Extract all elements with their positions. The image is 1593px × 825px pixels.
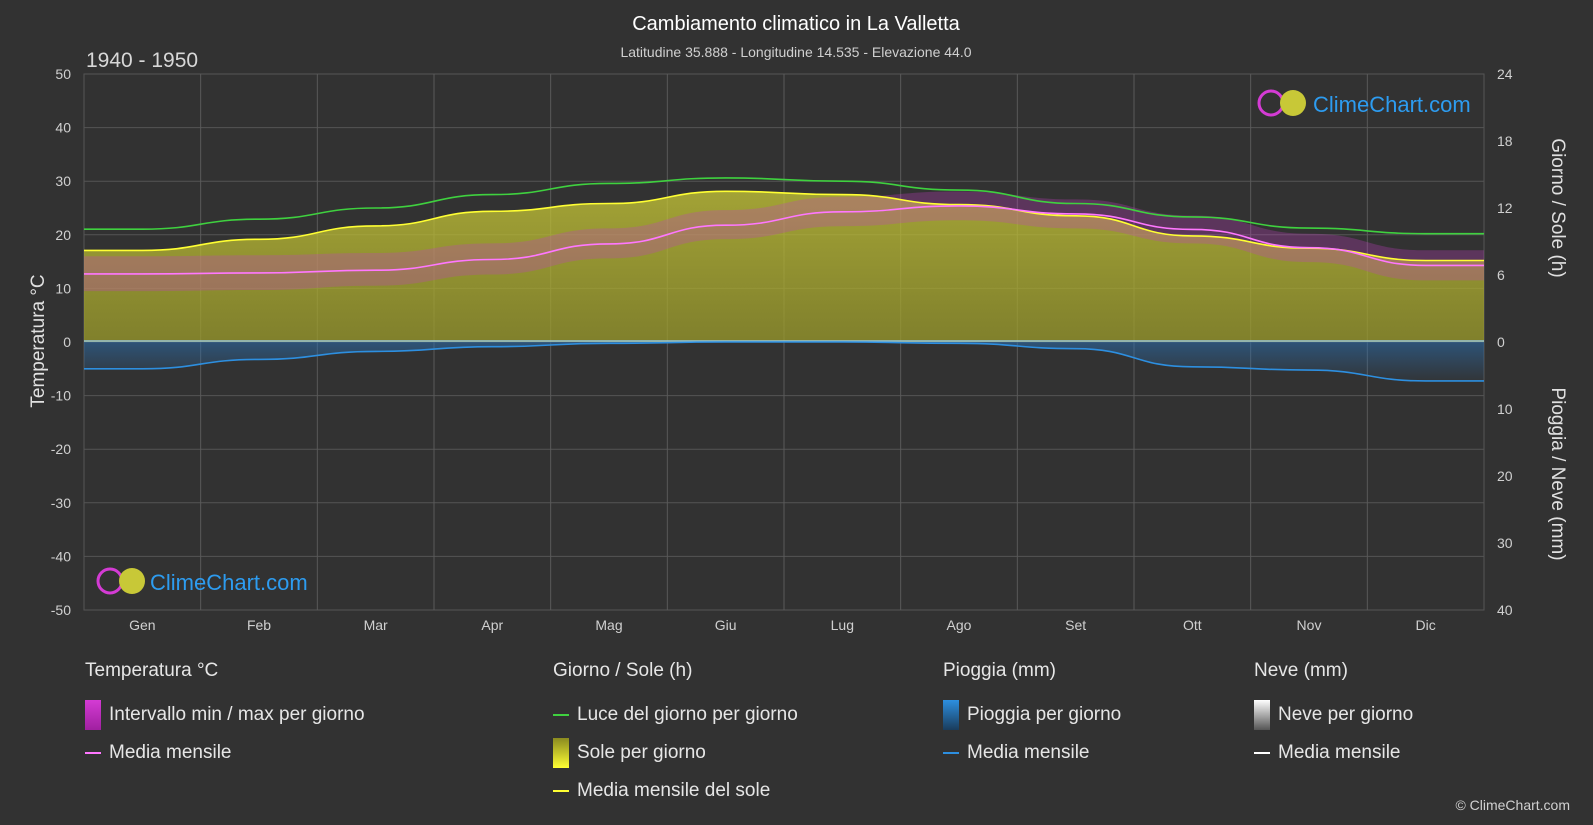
temperature-mean-line [84, 205, 1484, 275]
sunshine-area [84, 191, 1484, 342]
rain-mean-line [84, 341, 1484, 382]
left-axis-label: Temperatura °C [28, 274, 49, 407]
logo-text: ClimeChart.com [150, 570, 308, 595]
legend-sun-title: Giorno / Sole (h) [553, 660, 693, 681]
climate-chart: Cambiamento climatico in La Valletta Lat… [28, 13, 1568, 633]
snow-swatch [1254, 700, 1270, 730]
legend-rain-title: Pioggia (mm) [943, 660, 1056, 681]
copyright: © ClimeChart.com [1455, 797, 1570, 813]
legend-label: Media mensile [1278, 742, 1401, 763]
chart-title: Cambiamento climatico in La Valletta [632, 13, 960, 35]
legend-item: Media mensile [1254, 734, 1413, 772]
month-tick-label: Nov [1297, 617, 1322, 633]
legend-label: Media mensile [967, 742, 1090, 763]
left-tick-label: -40 [51, 548, 71, 564]
month-tick-label: Ott [1183, 617, 1202, 633]
rain-mean-swatch [943, 752, 959, 754]
left-tick-label: 40 [55, 120, 71, 136]
right-bottom-tick-label: 30 [1497, 535, 1513, 551]
snow-mean-swatch [1254, 752, 1270, 754]
month-tick-label: Dic [1416, 617, 1436, 633]
month-tick-label: Lug [831, 617, 854, 633]
axis-ticks: 50 40 30 20 10 0 -10 -20 -30 -40 -50 24 18 12 6 0 10 20 30… [51, 66, 1513, 633]
right-axis-bottom-label: Pioggia / Neve (mm) [1547, 387, 1568, 560]
month-tick-label: Set [1065, 617, 1086, 633]
logo-sun-icon [1280, 90, 1306, 116]
legend-temperature: Temperatura °C Intervallo min / max per … [85, 660, 365, 772]
period-label: 1940 - 1950 [86, 49, 198, 72]
daylight-line [84, 177, 1484, 235]
legend-item: Luce del giorno per giorno [553, 696, 798, 734]
right-bottom-tick-label: 20 [1497, 468, 1513, 484]
month-tick-label: Feb [247, 617, 271, 633]
month-tick-label: Ago [947, 617, 972, 633]
legend-label: Sole per giorno [577, 742, 706, 763]
legend-snow-title: Neve (mm) [1254, 660, 1348, 681]
left-tick-label: -20 [51, 441, 71, 457]
rain-swatch [943, 700, 959, 730]
left-tick-label: -30 [51, 495, 71, 511]
logo-ring-icon [1257, 89, 1285, 117]
legend-label: Pioggia per giorno [967, 704, 1122, 725]
month-tick-label: Apr [481, 617, 503, 633]
legend-rain: Pioggia (mm) Pioggia per giorno Media me… [943, 660, 1121, 772]
left-tick-label: -50 [51, 602, 71, 618]
right-bottom-tick-label: 40 [1497, 602, 1513, 618]
sunshine-mean-line [84, 190, 1484, 262]
left-tick-label: 0 [63, 334, 71, 350]
legend-item: Neve per giorno [1254, 696, 1413, 734]
temperature-range-swatch [85, 700, 101, 730]
left-tick-label: 10 [55, 280, 71, 296]
legend-snow: Neve (mm) Neve per giorno Media mensile [1254, 660, 1413, 772]
legend-item: Media mensile [943, 734, 1121, 772]
sunshine-swatch [553, 738, 569, 768]
month-tick-label: Gen [129, 617, 155, 633]
daylight-swatch [553, 714, 569, 716]
legend-item: Media mensile [85, 734, 365, 772]
legend-label: Neve per giorno [1278, 704, 1414, 725]
month-tick-label: Giu [715, 617, 737, 633]
right-top-tick-label: 6 [1497, 267, 1505, 283]
month-tick-label: Mag [595, 617, 622, 633]
right-top-tick-label: 18 [1497, 133, 1513, 149]
right-top-tick-label: 12 [1497, 200, 1513, 216]
left-tick-label: -10 [51, 388, 71, 404]
legend-item: Pioggia per giorno [943, 696, 1121, 734]
logo-text: ClimeChart.com [1313, 92, 1471, 117]
legend-label: Intervallo min / max per giorno [109, 704, 365, 725]
logo-bottom: ClimeChart.com [96, 567, 308, 595]
logo-top: ClimeChart.com [1257, 89, 1471, 117]
legend-temperature-title: Temperatura °C [85, 660, 219, 681]
left-tick-label: 30 [55, 173, 71, 189]
left-tick-label: 20 [55, 227, 71, 243]
sunshine-mean-swatch [553, 790, 569, 792]
legend-label: Media mensile del sole [577, 780, 771, 801]
temperature-range-band [84, 191, 1484, 292]
right-top-tick-label: 0 [1497, 334, 1505, 350]
legend-label: Media mensile [109, 742, 232, 763]
right-axis-top-label: Giorno / Sole (h) [1547, 138, 1568, 277]
temperature-mean-swatch [85, 752, 101, 754]
legend-item: Sole per giorno [553, 734, 798, 772]
month-tick-label: Mar [364, 617, 388, 633]
legend-label: Luce del giorno per giorno [577, 704, 798, 725]
legend-sun: Giorno / Sole (h) Luce del giorno per gi… [553, 660, 798, 810]
left-tick-label: 50 [55, 66, 71, 82]
logo-sun-icon [119, 568, 145, 594]
legend-item: Media mensile del sole [553, 772, 798, 810]
rain-area [84, 342, 1484, 381]
right-top-tick-label: 24 [1497, 66, 1513, 82]
legend-item: Intervallo min / max per giorno [85, 696, 365, 734]
chart-subtitle: Latitudine 35.888 - Longitudine 14.535 -… [620, 44, 971, 60]
logo-ring-icon [96, 567, 124, 595]
right-bottom-tick-label: 10 [1497, 401, 1513, 417]
